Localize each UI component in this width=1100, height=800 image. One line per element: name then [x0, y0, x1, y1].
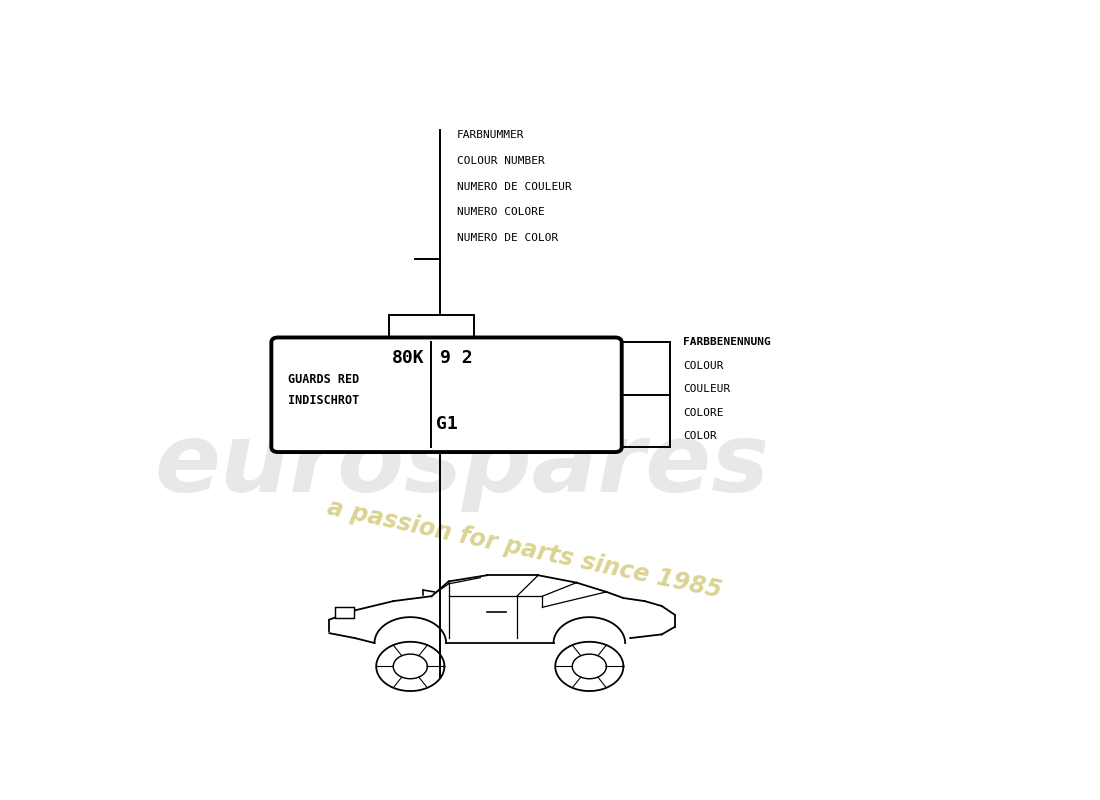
Text: 9 2: 9 2 — [440, 349, 473, 366]
Text: GUARDS RED: GUARDS RED — [288, 373, 360, 386]
Text: NUMERO COLORE: NUMERO COLORE — [458, 207, 544, 218]
Text: FARBBENENNUNG: FARBBENENNUNG — [683, 338, 771, 347]
Text: 80K: 80K — [392, 349, 425, 366]
Text: COLOUR NUMBER: COLOUR NUMBER — [458, 156, 544, 166]
Text: COLOR: COLOR — [683, 431, 717, 441]
Text: COULEUR: COULEUR — [683, 384, 730, 394]
Text: NUMERO DE COLOR: NUMERO DE COLOR — [458, 234, 559, 243]
Text: NUMERO DE COULEUR: NUMERO DE COULEUR — [458, 182, 572, 192]
Text: FARBNUMMER: FARBNUMMER — [458, 130, 525, 140]
Text: a passion for parts since 1985: a passion for parts since 1985 — [326, 495, 724, 602]
Text: eurospares: eurospares — [154, 419, 770, 512]
Text: COLOUR: COLOUR — [683, 361, 724, 371]
Text: G1: G1 — [436, 415, 458, 433]
Text: COLORE: COLORE — [683, 408, 724, 418]
Text: INDISCHROT: INDISCHROT — [288, 394, 360, 406]
Bar — [336, 607, 354, 618]
Bar — [389, 314, 474, 339]
FancyBboxPatch shape — [272, 338, 622, 452]
